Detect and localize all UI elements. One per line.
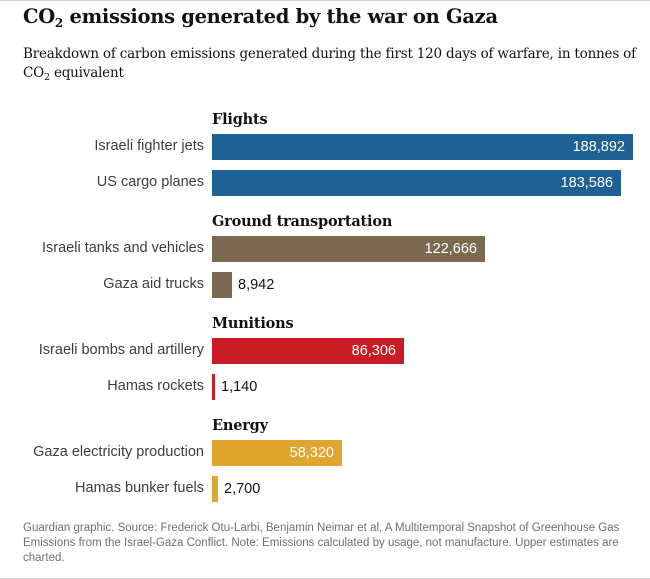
bar-israeli-bombs-and-artillery [212, 338, 404, 364]
group-title-flights: Flights [212, 111, 268, 128]
group-title-energy: Energy [212, 417, 268, 434]
bar-us-cargo-planes [212, 170, 621, 196]
value-label-israeli-bombs-and-artillery: 86,306 [351, 343, 396, 359]
value-label-gaza-aid-trucks: 8,942 [238, 277, 275, 293]
value-label-israeli-tanks-and-vehicles: 122,666 [424, 241, 477, 257]
group-title-ground-transportation: Ground transportation [212, 213, 393, 230]
category-label-gaza-electricity-production: Gaza electricity production [33, 444, 204, 460]
footnote: Guardian graphic. Source: Frederick Otu-… [23, 522, 620, 564]
category-label-hamas-rockets: Hamas rockets [107, 378, 204, 394]
bar-israeli-tanks-and-vehicles [212, 236, 485, 262]
value-label-hamas-bunker-fuels: 2,700 [224, 481, 261, 497]
category-label-israeli-tanks-and-vehicles: Israeli tanks and vehicles [42, 240, 204, 256]
chart-subtitle: Breakdown of carbon emissions generated … [23, 46, 636, 83]
value-label-israeli-fighter-jets: 188,892 [572, 139, 625, 155]
category-label-hamas-bunker-fuels: Hamas bunker fuels [75, 480, 204, 496]
category-label-israeli-fighter-jets: Israeli fighter jets [94, 138, 204, 154]
value-label-us-cargo-planes: 183,586 [560, 175, 613, 191]
category-label-israeli-bombs-and-artillery: Israeli bombs and artillery [38, 342, 204, 358]
group-title-munitions: Munitions [212, 315, 294, 332]
bar-gaza-aid-trucks [212, 272, 232, 298]
value-label-hamas-rockets: 1,140 [221, 379, 258, 395]
bar-hamas-bunker-fuels [212, 476, 218, 502]
category-label-us-cargo-planes: US cargo planes [96, 174, 204, 190]
category-label-gaza-aid-trucks: Gaza aid trucks [103, 276, 204, 292]
bar-hamas-rockets [212, 374, 215, 400]
chart-title: CO2 emissions generated by the war on Ga… [23, 5, 498, 30]
top-rule [0, 0, 650, 1]
value-label-gaza-electricity-production: 58,320 [289, 445, 334, 461]
bar-israeli-fighter-jets [212, 134, 633, 160]
bar-gaza-electricity-production [212, 440, 342, 466]
